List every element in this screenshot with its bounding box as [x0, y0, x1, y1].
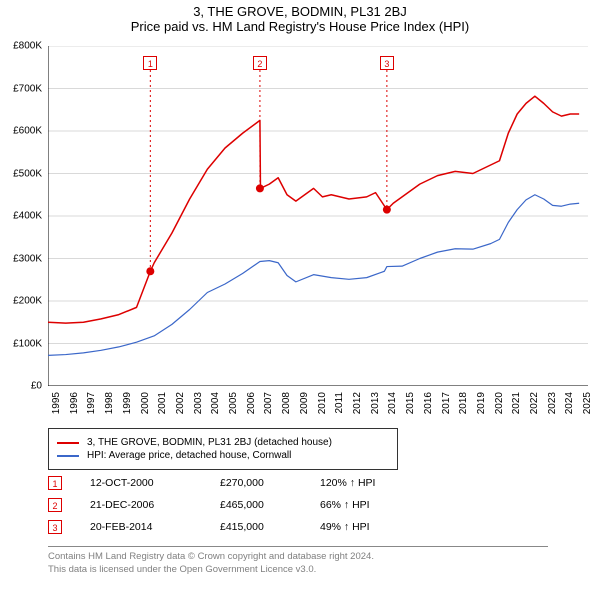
x-tick-label: 2012 — [352, 392, 363, 414]
x-tick-label: 2022 — [529, 392, 540, 414]
x-tick-label: 1995 — [51, 392, 62, 414]
y-tick-label: £500K — [13, 168, 42, 179]
legend-box: 3, THE GROVE, BODMIN, PL31 2BJ (detached… — [48, 428, 398, 470]
x-tick-label: 2021 — [511, 392, 522, 414]
x-axis-labels: 1995 1996 1997 1998 1999 2000 2001 2002 2003 2004… — [48, 390, 588, 430]
x-tick-label: 2008 — [281, 392, 292, 414]
y-tick-label: £600K — [13, 126, 42, 137]
x-tick-label: 2004 — [210, 392, 221, 414]
event-badge: 3 — [48, 520, 62, 534]
chart-marker-badge-3: 3 — [380, 56, 394, 70]
x-tick-label: 1999 — [122, 392, 133, 414]
chart-area: 1 2 3 — [48, 46, 588, 386]
x-tick-label: 2010 — [317, 392, 328, 414]
events-table: 1 12-OCT-2000£270,000120% ↑ HPI 2 21-DEC-20… — [48, 472, 548, 538]
event-price: £415,000 — [220, 521, 320, 533]
x-tick-label: 2007 — [263, 392, 274, 414]
y-tick-label: £0 — [31, 381, 42, 392]
x-tick-label: 2013 — [370, 392, 381, 414]
x-tick-label: 1997 — [86, 392, 97, 414]
chart-svg — [48, 46, 588, 386]
x-tick-label: 2019 — [476, 392, 487, 414]
x-tick-label: 2011 — [334, 392, 345, 414]
footer-line-2: This data is licensed under the Open Gov… — [48, 564, 548, 577]
legend-item: HPI: Average price, detached house, Corn… — [57, 450, 389, 461]
footer: Contains HM Land Registry data © Crown c… — [48, 546, 548, 577]
event-badge: 1 — [48, 476, 62, 490]
legend-swatch — [57, 442, 79, 444]
footer-line-1: Contains HM Land Registry data © Crown c… — [48, 551, 548, 564]
event-row: 2 21-DEC-2006£465,00066% ↑ HPI — [48, 494, 548, 516]
x-tick-label: 2020 — [494, 392, 505, 414]
x-tick-label: 2014 — [387, 392, 398, 414]
legend-label: 3, THE GROVE, BODMIN, PL31 2BJ (detached… — [87, 437, 332, 448]
x-tick-label: 2023 — [547, 392, 558, 414]
x-tick-label: 2025 — [582, 392, 593, 414]
event-date: 21-DEC-2006 — [90, 499, 220, 511]
event-price: £270,000 — [220, 477, 320, 489]
event-date: 12-OCT-2000 — [90, 477, 220, 489]
event-date: 20-FEB-2014 — [90, 521, 220, 533]
x-tick-label: 2006 — [246, 392, 257, 414]
x-tick-label: 2003 — [193, 392, 204, 414]
event-pct: 66% ↑ HPI — [320, 499, 440, 511]
title-line-1: 3, THE GROVE, BODMIN, PL31 2BJ — [0, 4, 600, 19]
chart-marker-badge-1: 1 — [143, 56, 157, 70]
y-tick-label: £200K — [13, 296, 42, 307]
y-tick-label: £700K — [13, 83, 42, 94]
y-tick-label: £100K — [13, 338, 42, 349]
x-tick-label: 2024 — [564, 392, 575, 414]
x-tick-label: 2018 — [458, 392, 469, 414]
legend-item: 3, THE GROVE, BODMIN, PL31 2BJ (detached… — [57, 437, 389, 448]
x-tick-label: 2016 — [423, 392, 434, 414]
event-price: £465,000 — [220, 499, 320, 511]
x-tick-label: 1996 — [69, 392, 80, 414]
title-block: 3, THE GROVE, BODMIN, PL31 2BJ Price pai… — [0, 0, 600, 34]
event-row: 1 12-OCT-2000£270,000120% ↑ HPI — [48, 472, 548, 494]
event-pct: 49% ↑ HPI — [320, 521, 440, 533]
x-tick-label: 2017 — [441, 392, 452, 414]
chart-marker-badge-2: 2 — [253, 56, 267, 70]
event-row: 3 20-FEB-2014£415,00049% ↑ HPI — [48, 516, 548, 538]
event-badge: 2 — [48, 498, 62, 512]
x-tick-label: 1998 — [104, 392, 115, 414]
x-tick-label: 2001 — [157, 392, 168, 414]
x-tick-label: 2000 — [140, 392, 151, 414]
legend-swatch — [57, 455, 79, 457]
y-tick-label: £300K — [13, 253, 42, 264]
x-tick-label: 2005 — [228, 392, 239, 414]
event-pct: 120% ↑ HPI — [320, 477, 440, 489]
y-axis-labels: £0£100K£200K£300K£400K£500K£600K£700K£80… — [0, 46, 46, 386]
y-tick-label: £400K — [13, 211, 42, 222]
x-tick-label: 2015 — [405, 392, 416, 414]
x-tick-label: 2002 — [175, 392, 186, 414]
x-tick-label: 2009 — [299, 392, 310, 414]
legend-label: HPI: Average price, detached house, Corn… — [87, 450, 291, 461]
y-tick-label: £800K — [13, 41, 42, 52]
title-line-2: Price paid vs. HM Land Registry's House … — [0, 19, 600, 34]
